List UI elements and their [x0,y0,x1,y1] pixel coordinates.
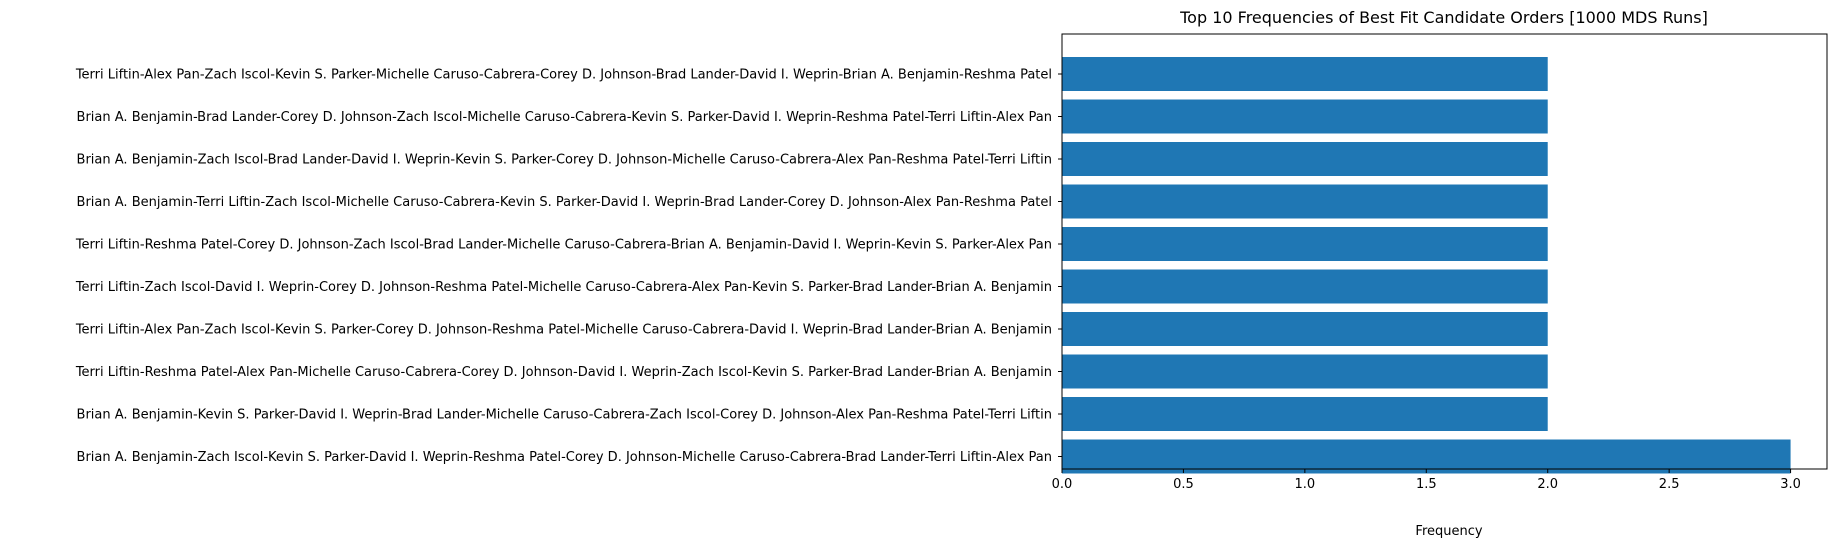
category-label: Terri Liftin-Reshma Patel-Corey D. Johns… [75,238,1052,253]
category-label: Brian A. Benjamin-Brad Lander-Corey D. J… [77,110,1052,125]
x-tick-label: 2.5 [1659,477,1680,492]
bar [1062,227,1548,261]
x-axis-ticks: 0.0 0.5 1.0 1.5 2.0 2.5 3.0 [1052,469,1801,492]
x-tick-label: 1.0 [1295,477,1316,492]
x-axis-label: Frequency [1415,524,1482,539]
bar [1062,57,1548,91]
category-label: Brian A. Benjamin-Terri Liftin-Zach Isco… [77,195,1052,210]
bar [1062,354,1548,389]
category-labels: Brian A. Benjamin-Zach Iscol-Kevin S. Pa… [75,68,1062,465]
category-label: Terri Liftin-Alex Pan-Zach Iscol-Kevin S… [75,323,1052,338]
category-label: Brian A. Benjamin-Kevin S. Parker-David … [77,408,1052,423]
category-label: Brian A. Benjamin-Zach Iscol-Kevin S. Pa… [77,450,1052,465]
bar [1062,142,1548,176]
bar [1062,99,1548,134]
bar [1062,269,1548,304]
category-label: Terri Liftin-Reshma Patel-Alex Pan-Miche… [75,365,1052,380]
category-label: Brian A. Benjamin-Zach Iscol-Brad Lander… [77,153,1052,168]
category-label: Terri Liftin-Alex Pan-Zach Iscol-Kevin S… [75,68,1052,83]
x-tick-label: 2.0 [1537,477,1558,492]
x-tick-label: 3.0 [1780,477,1801,492]
bar [1062,439,1791,474]
chart-title: Top 10 Frequencies of Best Fit Candidate… [1179,8,1708,27]
category-label: Terri Liftin-Zach Iscol-David I. Weprin-… [75,280,1052,295]
bar [1062,312,1548,346]
bar [1062,397,1548,431]
x-tick-label: 0.5 [1173,477,1194,492]
bar [1062,184,1548,219]
x-tick-label: 0.0 [1052,477,1073,492]
bars-group [1062,57,1791,474]
plot-frame [1061,33,1828,470]
x-tick-label: 1.5 [1416,477,1437,492]
